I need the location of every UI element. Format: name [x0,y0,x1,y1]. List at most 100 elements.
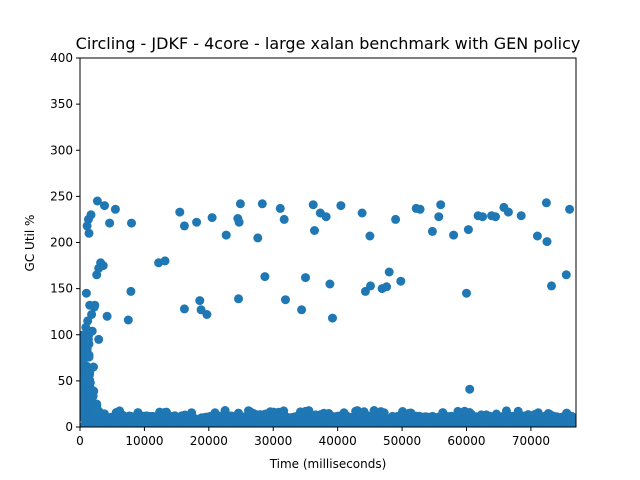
y-tick-label: 400 [50,51,73,65]
data-point [84,228,94,238]
x-tick-label: 60000 [447,434,485,448]
data-point [202,310,212,319]
chart-title: Circling - JDKF - 4core - large xalan be… [76,34,581,53]
data-point [179,304,189,314]
data-point [253,233,263,243]
data-point [110,204,120,214]
data-point [102,311,112,321]
data-point [90,300,100,310]
y-tick-label: 200 [50,236,73,250]
data-point [325,279,335,289]
data-point [179,221,189,231]
data-point [234,294,243,304]
data-point [541,198,551,208]
data-point [175,207,185,217]
x-tick-label: 10000 [125,434,163,448]
data-point [427,226,437,236]
data-point [382,282,392,292]
x-tick-label: 40000 [319,434,357,448]
data-point [561,270,571,280]
data-point [516,211,526,221]
x-tick-label: 20000 [190,434,228,448]
data-point [310,226,319,235]
data-point [297,305,307,315]
x-tick-label: 30000 [254,434,292,448]
data-point [275,203,285,213]
data-point [503,207,513,217]
plot-frame [79,57,577,428]
data-point [465,384,475,394]
data-point [84,352,94,362]
data-point [542,237,552,247]
data-point [192,217,202,227]
data-point [366,281,375,291]
data-point [127,218,136,228]
data-point [81,288,91,298]
data-point [321,212,331,222]
data-point [415,204,425,214]
data-point [85,378,95,388]
y-tick-label: 50 [58,374,73,388]
data-point [565,204,575,214]
data-point [532,231,542,241]
x-tick-label: 0 [76,434,84,448]
data-point [94,334,104,344]
y-tick-label: 350 [50,97,73,111]
dense-band [80,330,576,427]
x-tick-label: 70000 [512,434,550,448]
data-point [123,315,133,325]
data-point [234,217,244,227]
data-point [357,208,367,218]
data-point [281,295,290,305]
data-point [83,385,93,395]
data-point [279,214,289,224]
data-point [126,286,136,296]
data-point [100,201,109,211]
data-point [87,326,97,336]
x-axis: 0 10000 20000 30000 40000 50000 60000 70000 [76,427,550,448]
data-point [396,276,406,286]
data-point [82,344,92,354]
data-point [336,201,346,211]
data-point [434,212,444,222]
data-point [105,218,115,228]
data-point [308,200,318,210]
data-point [221,230,231,240]
data-point [92,196,102,206]
y-tick-label: 250 [50,189,73,203]
data-point [547,281,556,291]
data-point [436,200,446,210]
data-point [235,199,245,209]
data-point [570,418,576,427]
data-point [301,273,310,283]
y-tick-label: 150 [50,282,73,296]
y-axis-label: GC Util % [23,215,37,272]
data-point [82,221,92,231]
x-tick-label: 50000 [383,434,421,448]
data-point [257,199,267,209]
data-point [260,272,270,282]
data-point [462,288,471,298]
data-point [449,230,459,240]
data-point [83,334,93,344]
data-point [94,263,104,273]
data-point [93,408,103,418]
plot-area [80,196,576,427]
x-axis-label: Time (milliseconds) [269,457,387,471]
data-point [491,212,500,222]
data-point [160,256,170,266]
y-tick-label: 100 [50,328,73,342]
data-point [207,213,217,223]
y-tick-label: 300 [50,143,73,157]
data-point [478,212,488,222]
data-point [365,231,375,241]
data-point [93,419,103,427]
data-point [463,225,473,235]
y-axis: 0 50 100 150 200 250 300 350 400 [50,51,80,434]
data-point [195,296,205,306]
data-point [384,267,394,277]
y-tick-label: 0 [65,420,73,434]
data-point [391,214,401,224]
data-point [328,313,337,323]
